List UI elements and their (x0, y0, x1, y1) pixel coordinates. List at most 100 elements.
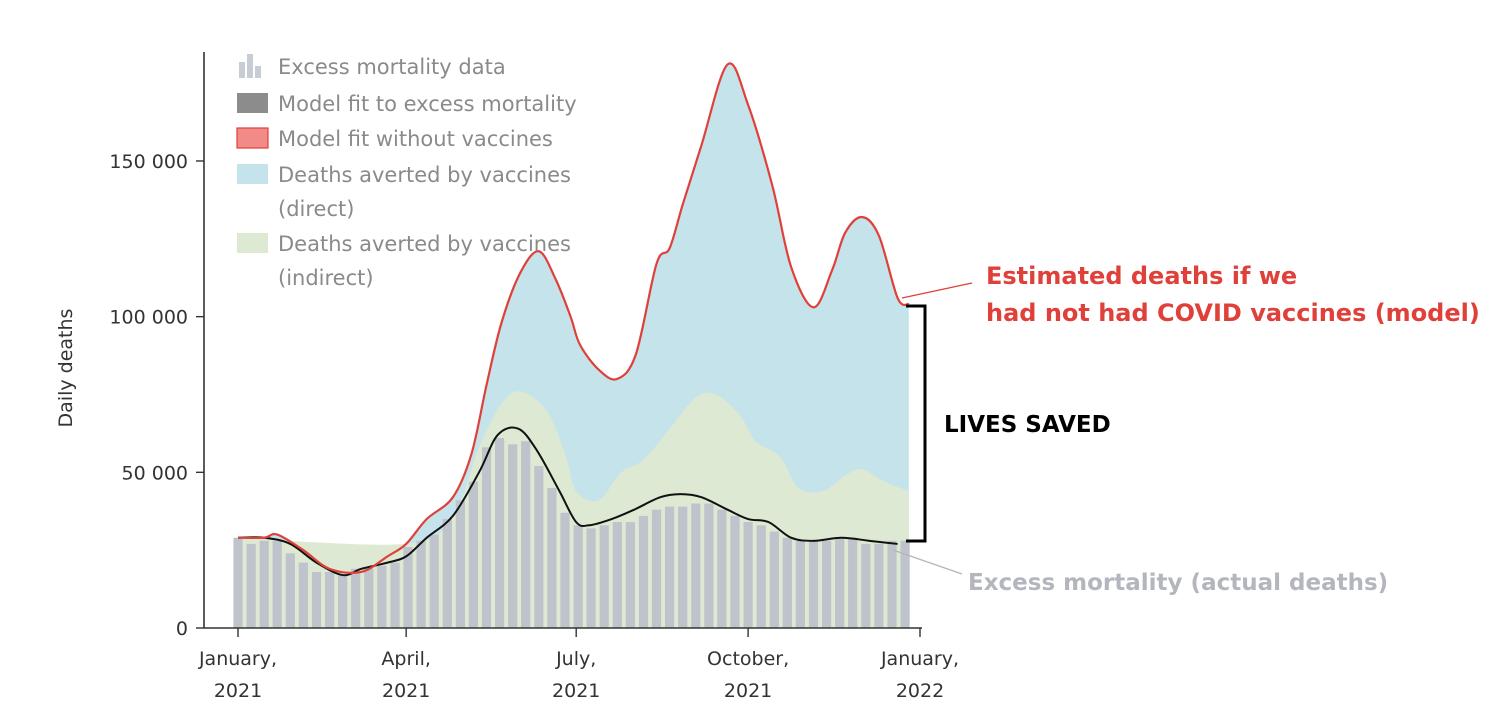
excess-bar (390, 562, 400, 628)
x-tick-label-year: 2021 (214, 680, 262, 702)
excess-bar (887, 540, 897, 628)
excess-bar (599, 525, 609, 628)
excess-bar (455, 500, 465, 628)
excess-bar (678, 506, 688, 628)
excess-bar (573, 525, 583, 628)
excess-bar (625, 522, 635, 628)
x-tick-label-year: 2021 (552, 680, 600, 702)
y-tick-label: 100 000 (109, 307, 188, 329)
annotations: Estimated deaths if we had not had COVID… (892, 262, 1480, 596)
excess-bar (730, 515, 740, 628)
excess-bar (429, 534, 439, 628)
x-tick-label-year: 2022 (896, 680, 944, 702)
excess-bar (495, 438, 505, 628)
legend-label-fit: Model fit to excess mortality (278, 92, 577, 116)
legend-swatch-indirect (237, 233, 268, 253)
excess-bar (416, 540, 426, 628)
excess-bar (298, 562, 308, 628)
excess-bar (481, 447, 492, 628)
excess-bar (612, 522, 622, 628)
legend: Excess mortality data Model fit to exces… (236, 54, 577, 290)
excess-bar (808, 540, 819, 628)
excess-bar (756, 525, 766, 628)
excess-bar (508, 444, 518, 628)
excess-bar (547, 487, 557, 628)
excess-bar (822, 540, 832, 628)
excess-bar (377, 565, 387, 628)
annotation-estimated-line2: had not had COVID vaccines (model) (986, 299, 1480, 327)
legend-item-excess: Excess mortality data (239, 54, 506, 79)
x-tick-label-year: 2021 (382, 680, 430, 702)
legend-label-direct-sub: (direct) (278, 197, 354, 221)
excess-bar (782, 537, 792, 628)
excess-bar (560, 512, 570, 628)
excess-bar (717, 509, 727, 628)
legend-label-novax: Model fit without vaccines (278, 127, 553, 151)
y-tick-label: 0 (176, 618, 188, 640)
estimated-pointer-line (901, 282, 973, 299)
excess-bar (351, 568, 361, 628)
x-tick-label: January, (880, 648, 959, 670)
legend-item-direct: Deaths averted by vaccines (direct) (237, 163, 571, 221)
legend-item-novax: Model fit without vaccines (236, 127, 553, 151)
excess-bar (468, 481, 478, 628)
annotation-estimated-line1: Estimated deaths if we (986, 262, 1297, 290)
legend-swatch-fit (237, 93, 268, 113)
excess-bar (246, 543, 256, 628)
x-ticks: January, 2021 April, 2021 July, 2021 October, 2… (198, 628, 959, 702)
lives-saved-bracket (906, 304, 927, 543)
excess-bar (848, 537, 858, 628)
excess-bar (743, 522, 753, 628)
excess-bar (259, 540, 269, 628)
legend-item-indirect: Deaths averted by vaccines (indirect) (237, 232, 571, 290)
legend-label-indirect: Deaths averted by vaccines (278, 232, 571, 256)
excess-bar (874, 543, 884, 628)
excess-bar (638, 515, 649, 628)
legend-label-excess: Excess mortality data (278, 55, 506, 79)
x-tick-label: January, (198, 648, 277, 670)
excess-bar (795, 540, 805, 628)
excess-bar (272, 540, 282, 628)
y-ticks: 0 50 000 100 000 150 000 (109, 151, 204, 640)
y-tick-label: 150 000 (109, 151, 188, 173)
legend-swatch-novax (236, 127, 269, 149)
axes: 0 50 000 100 000 150 000 January, 2021 April,… (55, 52, 959, 702)
x-tick-label: July, (555, 648, 596, 670)
x-tick-label: October, (707, 648, 789, 670)
y-axis-label: Daily deaths (55, 309, 77, 428)
legend-item-fit: Model fit to excess mortality (237, 92, 577, 116)
line-without-vaccines (237, 62, 910, 574)
bar-chart-icon (239, 54, 261, 78)
excess-bar (521, 441, 531, 628)
excess-bar (285, 553, 295, 628)
excess-bar (233, 537, 243, 628)
excess-bar (861, 543, 871, 628)
excess-bar (651, 509, 662, 628)
plot-area (233, 62, 910, 629)
excess-bar (442, 519, 452, 628)
x-tick-label: April, (381, 648, 430, 670)
excess-bar (311, 572, 322, 628)
excess-mortality-bars-front (233, 438, 910, 628)
excess-bar (586, 528, 596, 628)
excess-bar (338, 575, 348, 628)
excess-bar (364, 568, 374, 628)
excess-bar (835, 537, 845, 628)
legend-label-direct: Deaths averted by vaccines (278, 163, 571, 187)
legend-label-indirect-sub: (indirect) (278, 266, 374, 290)
excess-bar (900, 540, 910, 628)
excess-bar (325, 572, 335, 628)
line-model-fit (237, 426, 898, 577)
excess-pointer-line (892, 549, 963, 575)
excess-bar (534, 466, 544, 628)
annotation-lives-saved: LIVES SAVED (944, 412, 1111, 438)
annotation-excess-actual: Excess mortality (actual deaths) (968, 570, 1388, 596)
x-tick-label-year: 2021 (724, 680, 772, 702)
y-tick-label: 50 000 (122, 462, 188, 484)
excess-bar (665, 506, 675, 628)
excess-bar (769, 531, 779, 628)
excess-bar (403, 547, 413, 628)
excess-bar (691, 503, 701, 628)
legend-swatch-direct (237, 164, 268, 184)
